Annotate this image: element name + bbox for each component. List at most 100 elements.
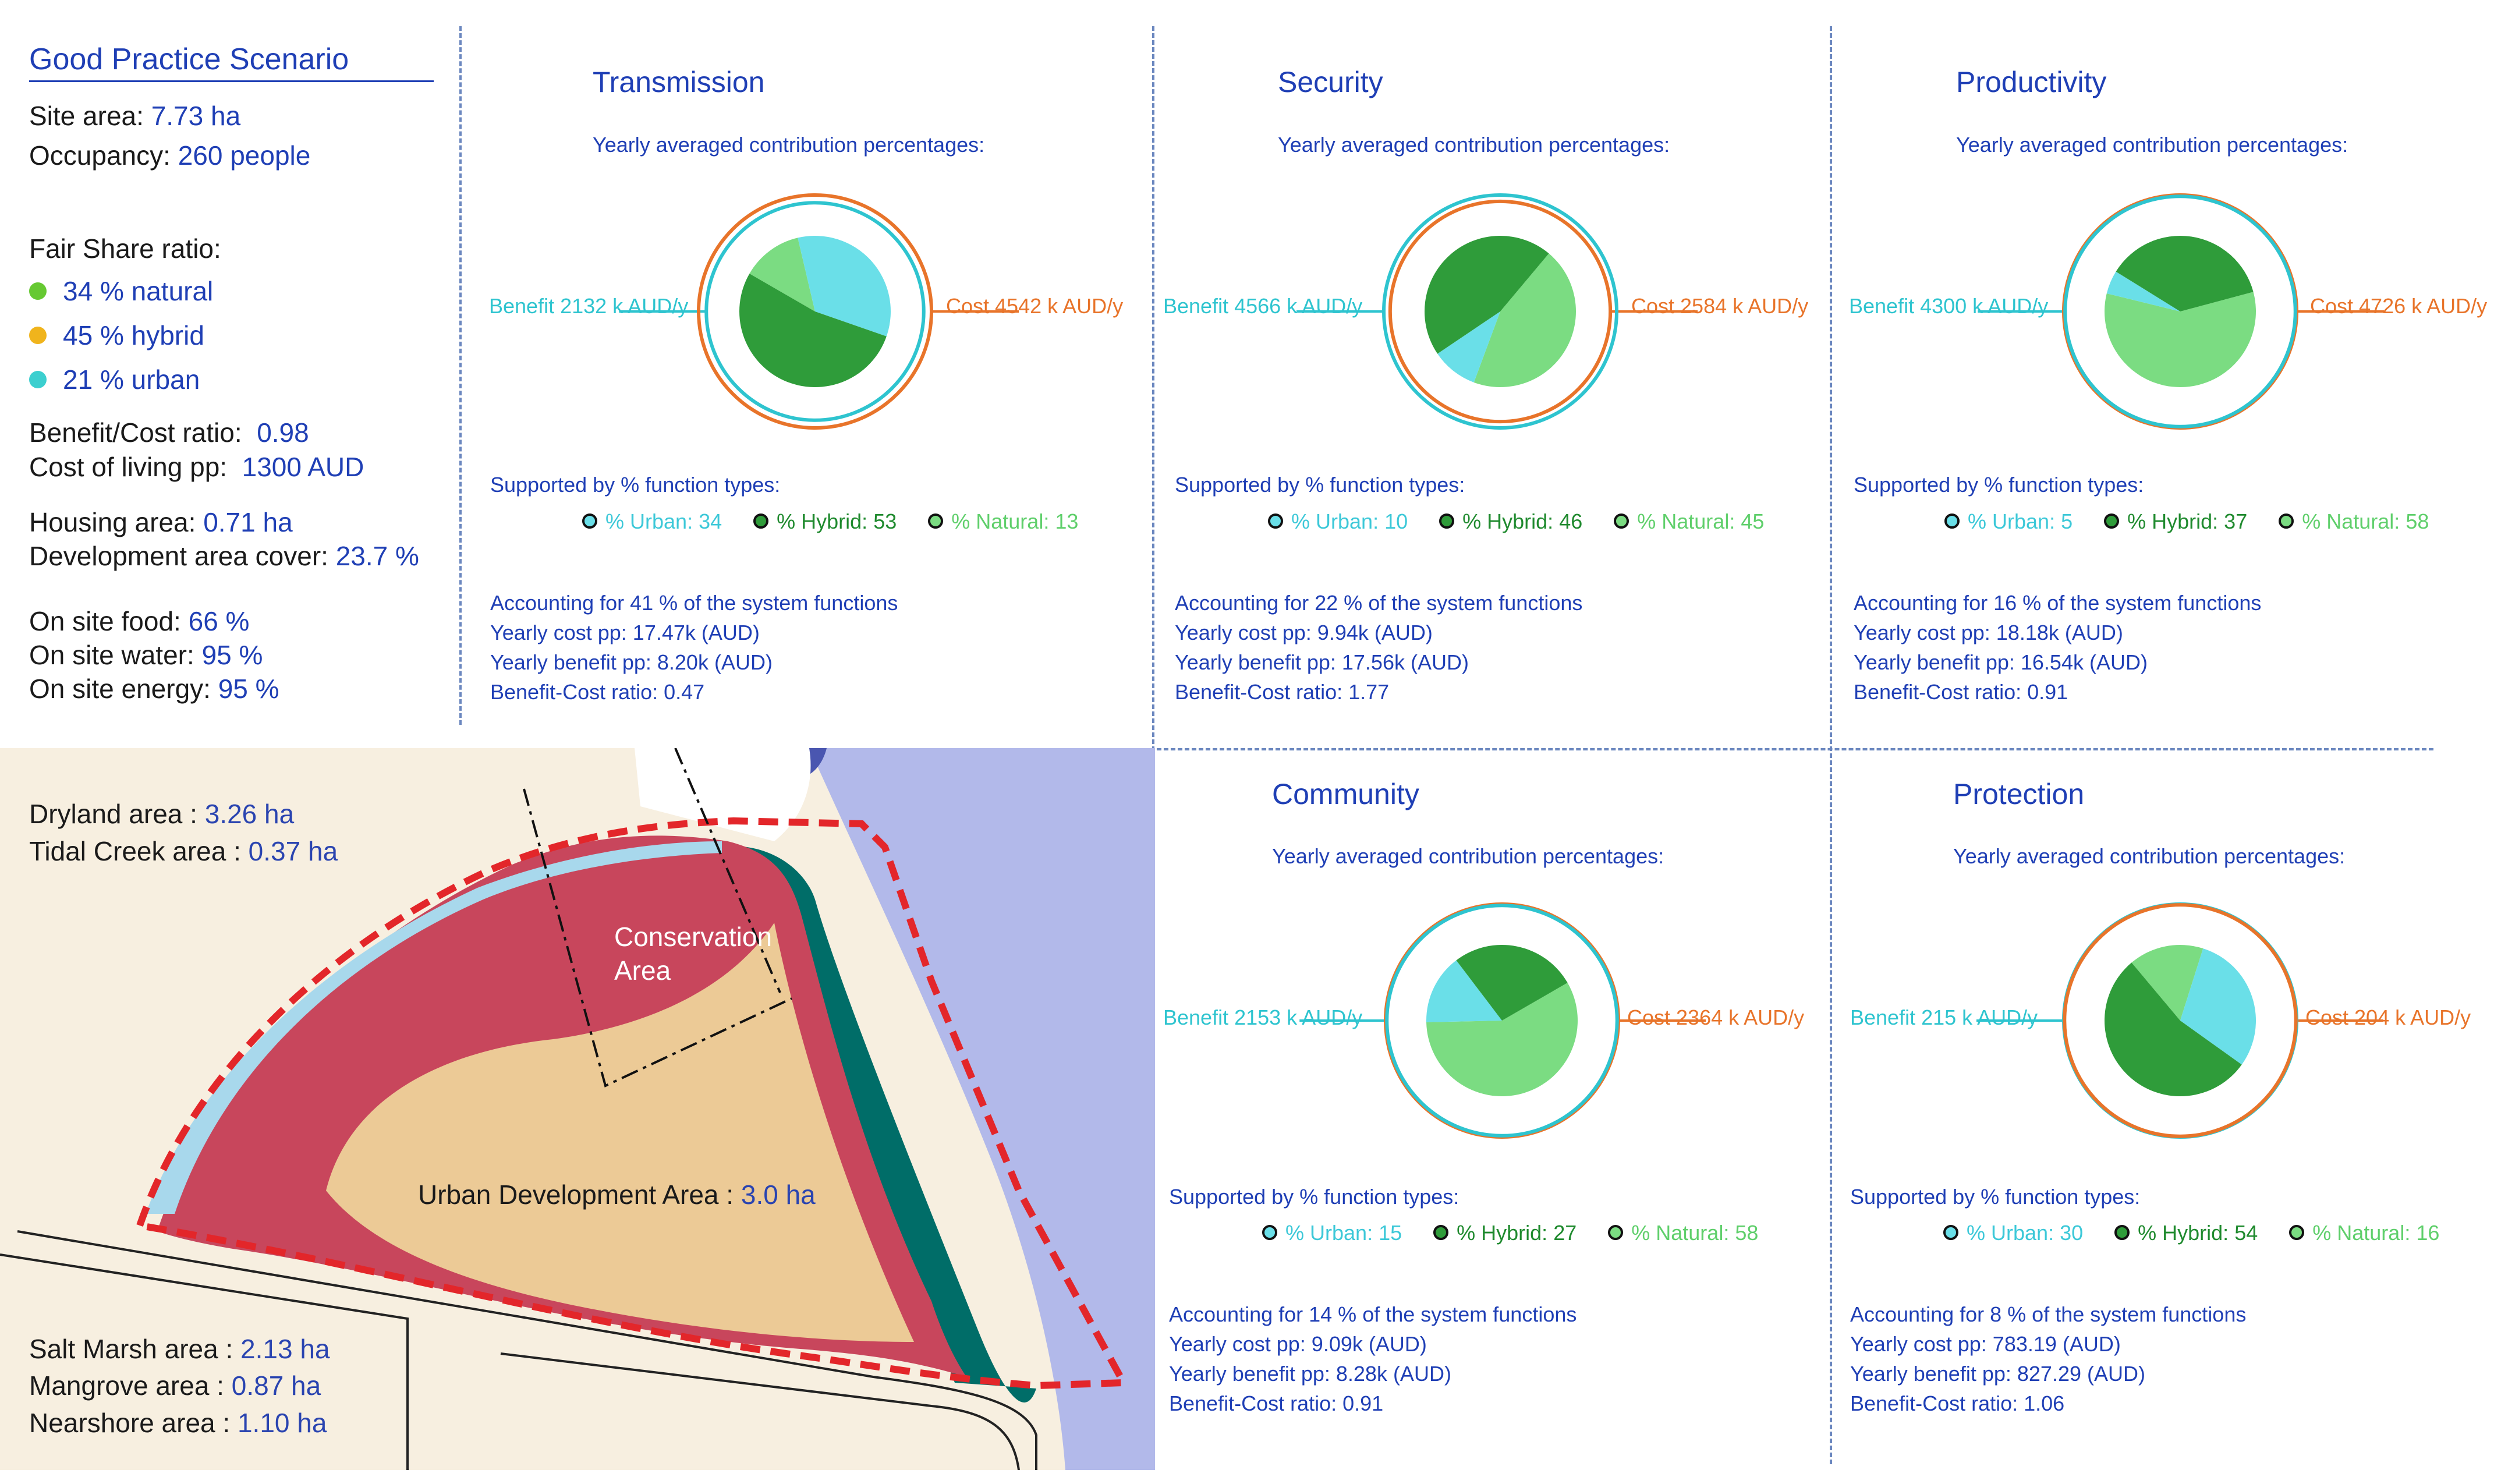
hybrid-dot-icon xyxy=(2104,513,2120,529)
legend-natural: % Natural: 58 xyxy=(2279,509,2429,534)
fair-share-label: Fair Share ratio: xyxy=(29,233,221,264)
legend-natural: % Natural: 45 xyxy=(1614,509,1764,534)
benefit-label: Benefit 2153 k AUD/y xyxy=(1163,1005,1363,1029)
accounting-text: Accounting for 14 % of the system functi… xyxy=(1169,1302,1577,1415)
scenario-title: Good Practice Scenario xyxy=(29,42,434,82)
supported-label: Supported by % function types: xyxy=(1175,473,1465,497)
pie-slice-hybrid xyxy=(1456,945,1568,1021)
cost-label: Cost 4726 k AUD/y xyxy=(2310,294,2488,318)
housing-area: Housing area: 0.71 ha xyxy=(29,507,293,537)
pie-slice-hybrid xyxy=(739,274,887,387)
accounting-text: Accounting for 22 % of the system functi… xyxy=(1175,591,1583,704)
function-legend: % Urban: 34 % Hybrid: 53 % Natural: 13 xyxy=(582,509,1104,534)
panel-title: Productivity xyxy=(1956,66,2107,98)
cost-ring xyxy=(697,193,933,430)
site-map-drawing xyxy=(0,748,1155,1470)
urban-development-label: Urban Development Area : 3.0 ha xyxy=(418,1180,816,1210)
legend-urban: % Urban: 15 xyxy=(1262,1221,1402,1245)
benefit-ring xyxy=(1385,904,1619,1138)
urban-dot-icon xyxy=(1262,1225,1277,1241)
cost-ring xyxy=(1388,199,1613,424)
nearshore-water xyxy=(809,748,1155,1470)
pie-slice-hybrid xyxy=(2116,236,2254,311)
benefit-label: Benefit 4566 k AUD/y xyxy=(1163,294,1363,318)
panel-title: Transmission xyxy=(593,66,765,98)
legend-natural: % Natural: 16 xyxy=(2289,1221,2439,1245)
urban-dot-icon xyxy=(29,370,47,388)
panel-title: Protection xyxy=(1953,778,2085,810)
legend-urban: % Urban: 10 xyxy=(1268,509,1408,534)
cost-label: Cost 204 k AUD/y xyxy=(2305,1005,2471,1029)
urban-dot-icon xyxy=(1944,513,1960,529)
open-area xyxy=(635,748,811,841)
hybrid-dot-icon xyxy=(753,513,769,529)
supported-label: Supported by % function types: xyxy=(1169,1185,1459,1209)
dryland-area-label: Dryland area : 3.26 ha xyxy=(29,799,295,829)
pie-slice-urban xyxy=(1437,311,1500,382)
benefit-ring xyxy=(2063,194,2297,428)
hybrid-dot-icon xyxy=(1439,513,1455,529)
cost-ring xyxy=(2063,903,2298,1138)
urban-development-area xyxy=(326,923,914,1342)
road-block-outline xyxy=(0,1253,409,1470)
legend-hybrid: % Hybrid: 54 xyxy=(2114,1221,2258,1245)
hybrid-dot-icon xyxy=(1433,1225,1449,1241)
supported-label: Supported by % function types: xyxy=(1854,473,2144,497)
on-site-water: On site water: 95 % xyxy=(29,640,263,670)
cost-label: Cost 4542 k AUD/y xyxy=(946,294,1124,318)
panel-subtitle: Yearly averaged contribution percentages… xyxy=(1953,844,2346,868)
development-cover: Development area cover: 23.7 % xyxy=(29,541,419,571)
legend-natural: % Natural: 13 xyxy=(928,509,1078,534)
tidal-creek-label: Tidal Creek area : 0.37 ha xyxy=(29,836,338,866)
function-legend: % Urban: 15 % Hybrid: 27 % Natural: 58 xyxy=(1262,1221,1784,1245)
accounting-text: Accounting for 41 % of the system functi… xyxy=(490,591,898,704)
function-legend: % Urban: 10 % Hybrid: 46 % Natural: 45 xyxy=(1268,509,1790,534)
pie-slice-natural xyxy=(2105,292,2256,387)
conservation-area-label: Conservation Area xyxy=(614,922,773,986)
benefit-label: Benefit 2132 k AUD/y xyxy=(489,294,689,318)
legend-hybrid: % Hybrid: 53 xyxy=(753,509,897,534)
benefit-label: Benefit 4300 k AUD/y xyxy=(1849,294,2049,318)
hybrid-dot-icon xyxy=(29,326,47,344)
cost-label: Cost 2584 k AUD/y xyxy=(1631,294,1809,318)
cost-label: Cost 2364 k AUD/y xyxy=(1627,1005,1805,1029)
pie-slice-natural xyxy=(2131,945,2203,1021)
urban-dot-icon xyxy=(582,513,597,529)
function-legend: % Urban: 30 % Hybrid: 54 % Natural: 16 xyxy=(1943,1221,2465,1245)
on-site-energy: On site energy: 95 % xyxy=(29,674,279,704)
road-edge xyxy=(17,1230,1037,1470)
benefit-ring xyxy=(1382,193,1618,430)
benefit-ring xyxy=(704,201,926,422)
panel-subtitle: Yearly averaged contribution percentages… xyxy=(1278,133,1670,157)
hybrid-dot-icon xyxy=(2114,1225,2130,1241)
nearshore-label: Nearshore area : 1.10 ha xyxy=(29,1408,327,1438)
pie-slice-urban xyxy=(1426,960,1502,1022)
function-legend: % Urban: 5 % Hybrid: 37 % Natural: 58 xyxy=(1944,509,2454,534)
divider-h xyxy=(17,748,2433,750)
legend-hybrid: % Hybrid: 46 xyxy=(1439,509,1582,534)
panel-title: Security xyxy=(1278,66,1383,98)
divider-v3 xyxy=(1830,26,1832,1464)
supported-label: Supported by % function types: xyxy=(490,473,781,497)
urban-dot-icon xyxy=(1268,513,1283,529)
pie-slice-urban xyxy=(798,236,891,337)
urban-dot-icon xyxy=(1943,1225,1958,1241)
legend-urban: % Urban: 30 xyxy=(1943,1221,2083,1245)
pie-slice-natural xyxy=(1473,253,1576,387)
divider-v1 xyxy=(459,26,462,725)
site-map: Dryland area : 3.26 ha Tidal Creek area … xyxy=(0,748,1155,1470)
legend-urban: % Urban: 34 xyxy=(582,509,722,534)
panel-subtitle: Yearly averaged contribution percentages… xyxy=(593,133,985,157)
mangrove-label: Mangrove area : 0.87 ha xyxy=(29,1370,321,1401)
bc-ratio: Benefit/Cost ratio: 0.98 xyxy=(29,417,309,448)
fair-share-hybrid: 45 % hybrid xyxy=(29,320,204,351)
road-block-outline-east xyxy=(500,1352,1020,1470)
pie-slice-hybrid xyxy=(1425,236,1549,354)
site-area: Site area: 7.73 ha xyxy=(29,101,241,131)
natural-dot-icon xyxy=(2289,1225,2305,1241)
pie-slice-natural xyxy=(1426,983,1578,1096)
accounting-text: Accounting for 8 % of the system functio… xyxy=(1850,1302,2247,1415)
accounting-text: Accounting for 16 % of the system functi… xyxy=(1854,591,2262,704)
natural-dot-icon xyxy=(1614,513,1629,529)
occupancy: Occupancy: 260 people xyxy=(29,140,311,171)
